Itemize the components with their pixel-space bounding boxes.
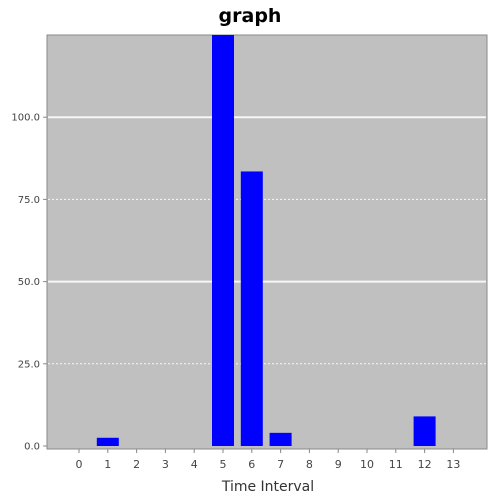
y-tick-label: 75.0 (18, 195, 40, 206)
x-tick-label: 9 (335, 458, 342, 471)
x-axis: 0 1 2 3 4 5 6 7 8 9 10 11 12 13 (76, 449, 460, 471)
x-tick-label: 7 (277, 458, 284, 471)
bar-6 (240, 171, 263, 446)
chart-title: graph (219, 5, 282, 27)
y-tick-label: 50.0 (18, 277, 40, 288)
x-tick-label: 2 (133, 458, 140, 471)
bars (96, 35, 436, 446)
y-tick-label: 25.0 (18, 359, 40, 370)
x-tick-label: 4 (191, 458, 198, 471)
x-tick-label: 8 (306, 458, 313, 471)
x-tick-label: 3 (162, 458, 169, 471)
y-tick-label: 100.0 (11, 113, 40, 124)
bar-1 (96, 437, 119, 446)
x-tick-label: 0 (76, 458, 83, 471)
y-axis: 0.0 25.0 50.0 75.0 100.0 (11, 113, 47, 453)
x-tick-label: 13 (446, 458, 460, 471)
bar-7 (269, 432, 292, 446)
gridlines (48, 116, 486, 365)
y-tick-label: 0.0 (24, 442, 40, 453)
x-tick-label: 11 (389, 458, 403, 471)
x-tick-label: 5 (220, 458, 227, 471)
x-tick-label: 6 (248, 458, 255, 471)
bar-5 (212, 35, 234, 446)
x-tick-label: 1 (104, 458, 111, 471)
plot-area (46, 34, 488, 450)
bar-12 (413, 416, 436, 446)
x-axis-label: Time Interval (221, 479, 314, 495)
x-tick-label: 12 (418, 458, 432, 471)
x-tick-label: 10 (360, 458, 374, 471)
